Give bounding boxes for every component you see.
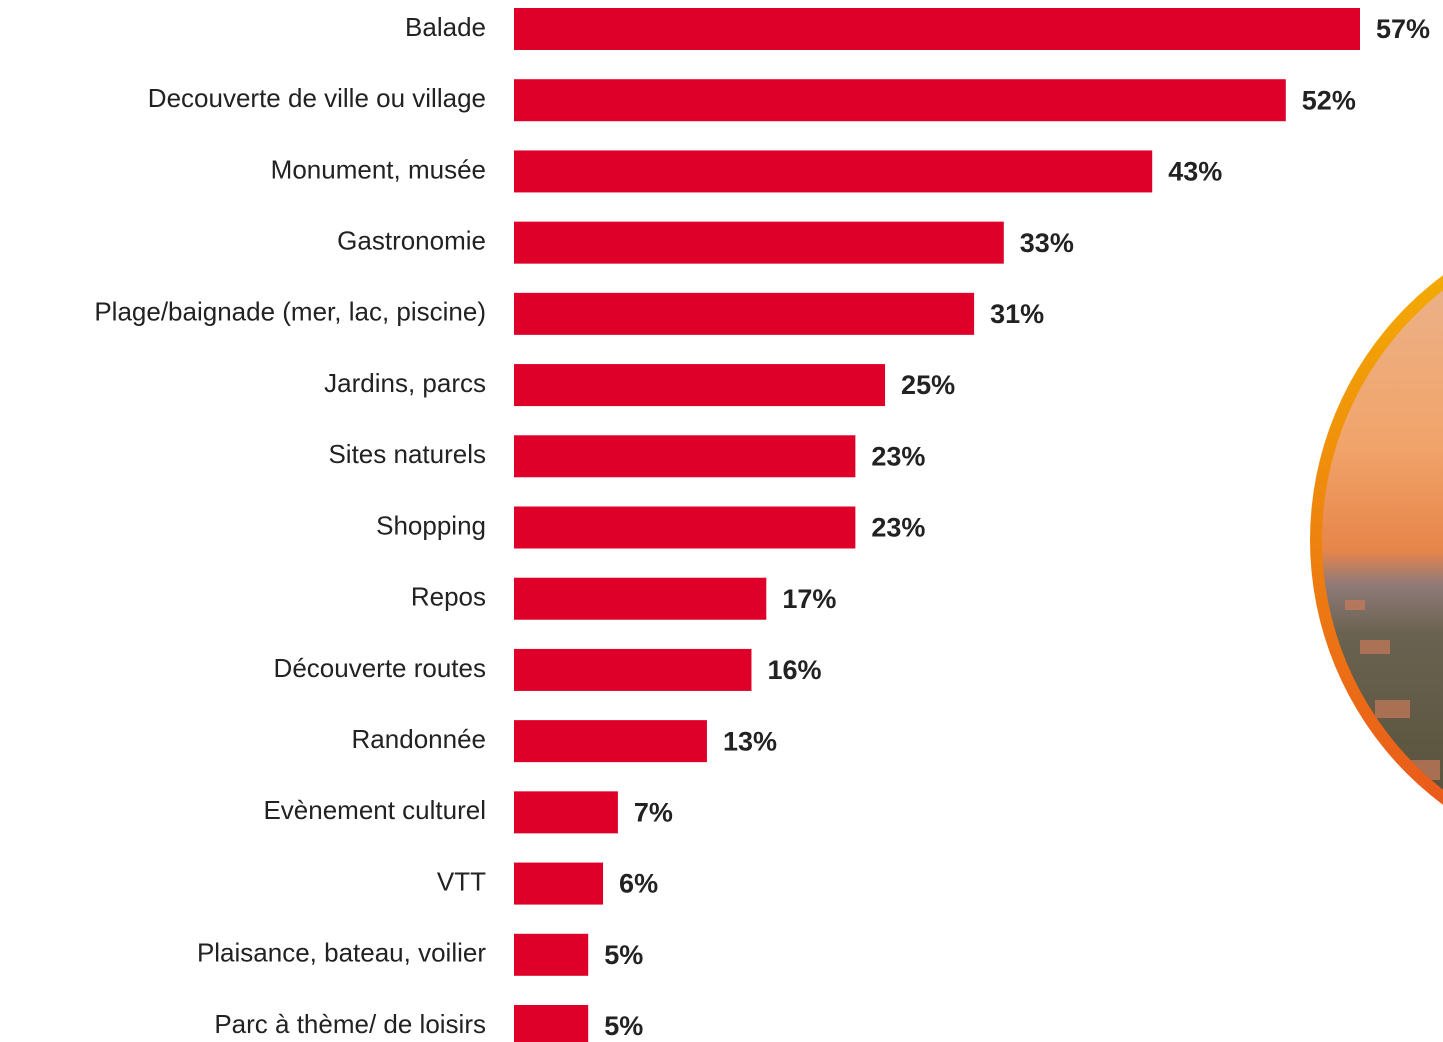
value-label: 52% <box>1302 85 1356 115</box>
value-label: 43% <box>1168 157 1222 187</box>
bar <box>514 648 752 691</box>
category-label: Shopping <box>376 510 486 540</box>
bar <box>514 933 589 976</box>
bar <box>514 221 1004 264</box>
category-label: Gastronomie <box>337 226 486 256</box>
value-label: 25% <box>901 370 955 400</box>
bar <box>514 577 767 620</box>
category-label: Evènement culturel <box>263 795 486 825</box>
value-label: 31% <box>990 299 1044 329</box>
value-label: 5% <box>604 940 643 970</box>
value-label: 13% <box>723 726 777 756</box>
value-label: 5% <box>604 1011 643 1041</box>
category-label: Plaisance, bateau, voilier <box>197 938 486 968</box>
category-label: Sites naturels <box>328 439 486 469</box>
value-label: 57% <box>1376 14 1430 44</box>
decorative-photo <box>1310 222 1443 858</box>
bar <box>514 79 1286 122</box>
value-label: 33% <box>1020 228 1074 258</box>
category-label: Repos <box>411 582 486 612</box>
bar <box>514 364 886 407</box>
category-label: Parc à thème/ de loisirs <box>214 1009 486 1039</box>
value-label: 23% <box>871 441 925 471</box>
bar <box>514 1005 589 1042</box>
category-label: Balade <box>405 12 486 42</box>
bar <box>514 435 856 478</box>
bar <box>514 720 707 763</box>
bar <box>514 8 1360 50</box>
bar <box>514 506 856 549</box>
category-label: Randonnée <box>352 724 486 754</box>
plot: Balade 57% Decouverte de ville ou village 5… <box>94 8 1430 1042</box>
value-label: 7% <box>634 797 673 827</box>
value-label: 6% <box>619 869 658 899</box>
bar <box>514 791 618 834</box>
category-label: Monument, musée <box>271 154 486 184</box>
category-label: Plage/baignade (mer, lac, piscine) <box>94 297 486 327</box>
category-label: Jardins, parcs <box>324 368 486 398</box>
category-label: VTT <box>437 866 486 896</box>
bar <box>514 292 975 335</box>
bar <box>514 150 1153 193</box>
bar <box>514 862 604 905</box>
value-label: 16% <box>767 655 821 685</box>
category-label: Decouverte de ville ou village <box>148 83 486 113</box>
value-label: 17% <box>782 584 836 614</box>
value-label: 23% <box>871 513 925 543</box>
category-label: Découverte routes <box>274 653 486 683</box>
